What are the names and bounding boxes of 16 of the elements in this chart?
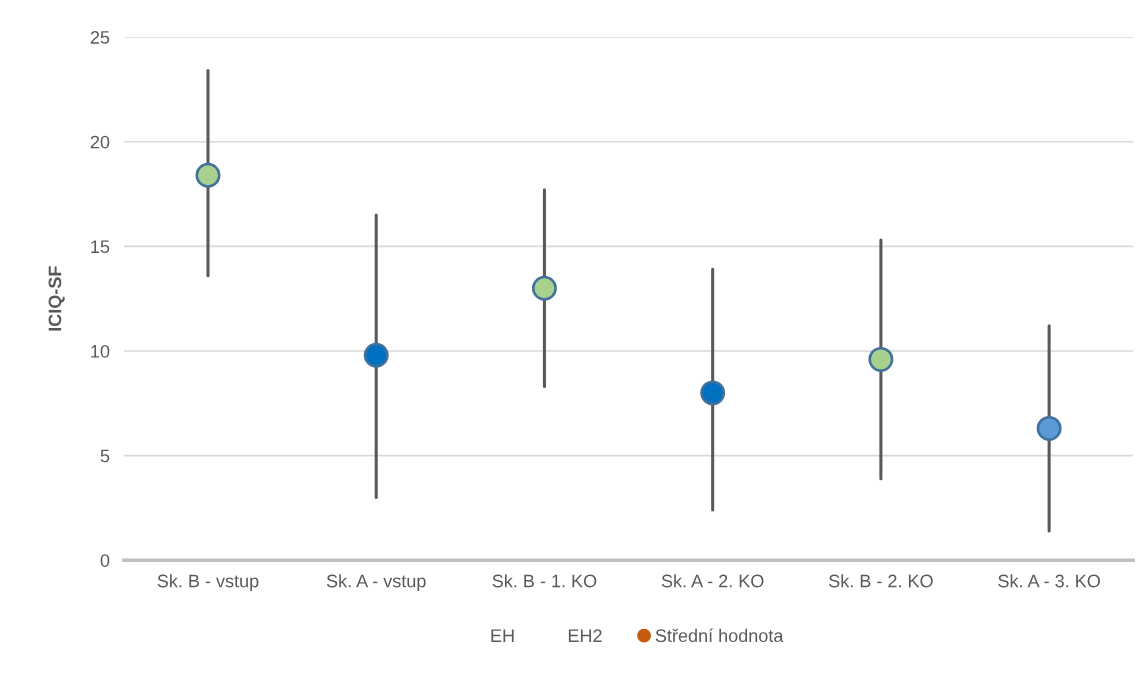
text: EH2 [568,629,602,642]
y-tick-label: 5 [100,449,110,463]
y-tick-label: 25 [90,31,110,44]
y-axis-title: ICIQ-SF [48,266,65,331]
y-tick-label: 0 [100,554,110,567]
y-tick-label: 15 [91,240,110,254]
text: Střední hodnota [655,628,784,643]
x-tick-label: Sk. A - 2. KO [661,574,764,588]
y-tick-label: 10 [91,344,110,358]
x-tick-label: Sk. B - 1. KO [492,574,597,588]
x-tick-label: Sk. B - vstup [157,574,259,591]
x-tick-label: Sk. A - vstup [326,574,426,591]
text: EH [491,629,514,642]
y-tick-label: 20 [90,135,110,149]
x-tick-label: Sk. B - 2. KO [829,574,933,588]
x-tick-label: Sk. A - 3. KO [998,574,1100,588]
